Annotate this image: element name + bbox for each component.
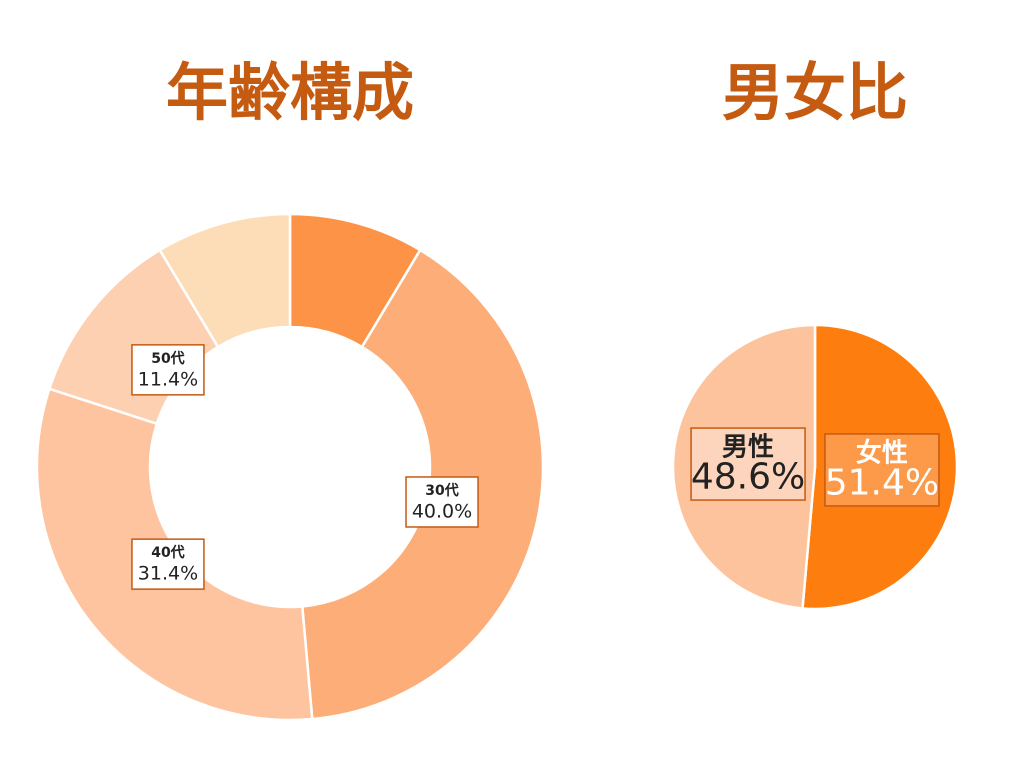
data-label: 31.4% <box>138 563 198 585</box>
label-box <box>690 427 806 501</box>
slice <box>300 248 545 721</box>
data-label: 11.4% <box>138 368 198 390</box>
label-category: 40代 <box>151 544 184 561</box>
chart-title: 年齢構成 <box>166 56 414 129</box>
label-box <box>131 344 205 396</box>
label-category: 50代 <box>151 350 184 367</box>
label-category: 30代 <box>425 482 458 499</box>
label-category: 男性 <box>722 433 774 463</box>
label-category: 女性 <box>856 438 908 469</box>
label-box <box>405 476 479 528</box>
data-label: 40.0% <box>412 500 472 522</box>
slice <box>158 212 292 349</box>
label-box <box>824 433 940 507</box>
data-label: 51.4% <box>825 462 939 503</box>
data-label: 48.6% <box>691 456 805 497</box>
label-box <box>131 538 205 590</box>
chart-title: 男女比 <box>722 56 908 129</box>
